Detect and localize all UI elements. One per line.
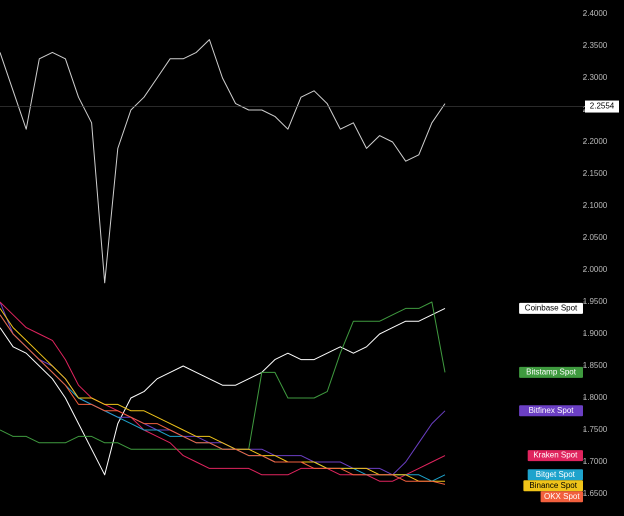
series-line: [0, 314, 446, 485]
y-tick-label: 1.7000: [583, 457, 608, 466]
last-price-box: [585, 100, 619, 113]
legend-box: [519, 366, 583, 378]
last-price-label: 2.2554: [590, 102, 615, 111]
series-line: [0, 308, 445, 482]
legend-label: Bitfinex Spot: [529, 406, 575, 415]
y-tick-label: 2.1500: [583, 169, 608, 178]
y-tick-label: 1.8000: [583, 393, 608, 402]
y-tick-label: 2.3000: [583, 73, 608, 82]
y-tick-label: 1.9500: [583, 297, 608, 306]
legend-label: OKX Spot: [544, 492, 580, 501]
legend-label: Kraken Spot: [533, 451, 578, 460]
legend-box: [527, 450, 583, 462]
y-tick-label: 1.9000: [583, 329, 608, 338]
price-line: [0, 39, 446, 284]
legend-box: [519, 302, 583, 314]
legend-box: [523, 480, 583, 492]
y-tick-label: 1.8500: [583, 361, 608, 370]
y-tick-label: 2.1000: [583, 201, 608, 210]
series-line: [0, 301, 446, 450]
y-tick-label: 1.6500: [583, 489, 608, 498]
legend-label: Bitget Spot: [536, 470, 576, 479]
y-tick-label: 2.0500: [583, 233, 608, 242]
series-line: [0, 301, 446, 482]
y-tick-label: 1.7500: [583, 425, 608, 434]
series-line: [0, 314, 446, 482]
legend-label: Coinbase Spot: [525, 304, 578, 313]
y-tick-label: 2.3500: [583, 41, 608, 50]
y-tick-label: 2.4000: [583, 9, 608, 18]
legend-label: Binance Spot: [529, 481, 577, 490]
y-tick-label: 2.0000: [583, 265, 608, 274]
series-line: [0, 307, 446, 476]
legend-label: Bitstamp Spot: [526, 368, 577, 377]
legend-box: [519, 405, 583, 417]
legend-box: [540, 491, 583, 503]
legend-box: [527, 469, 583, 481]
y-tick-label: 2.2000: [583, 137, 608, 146]
